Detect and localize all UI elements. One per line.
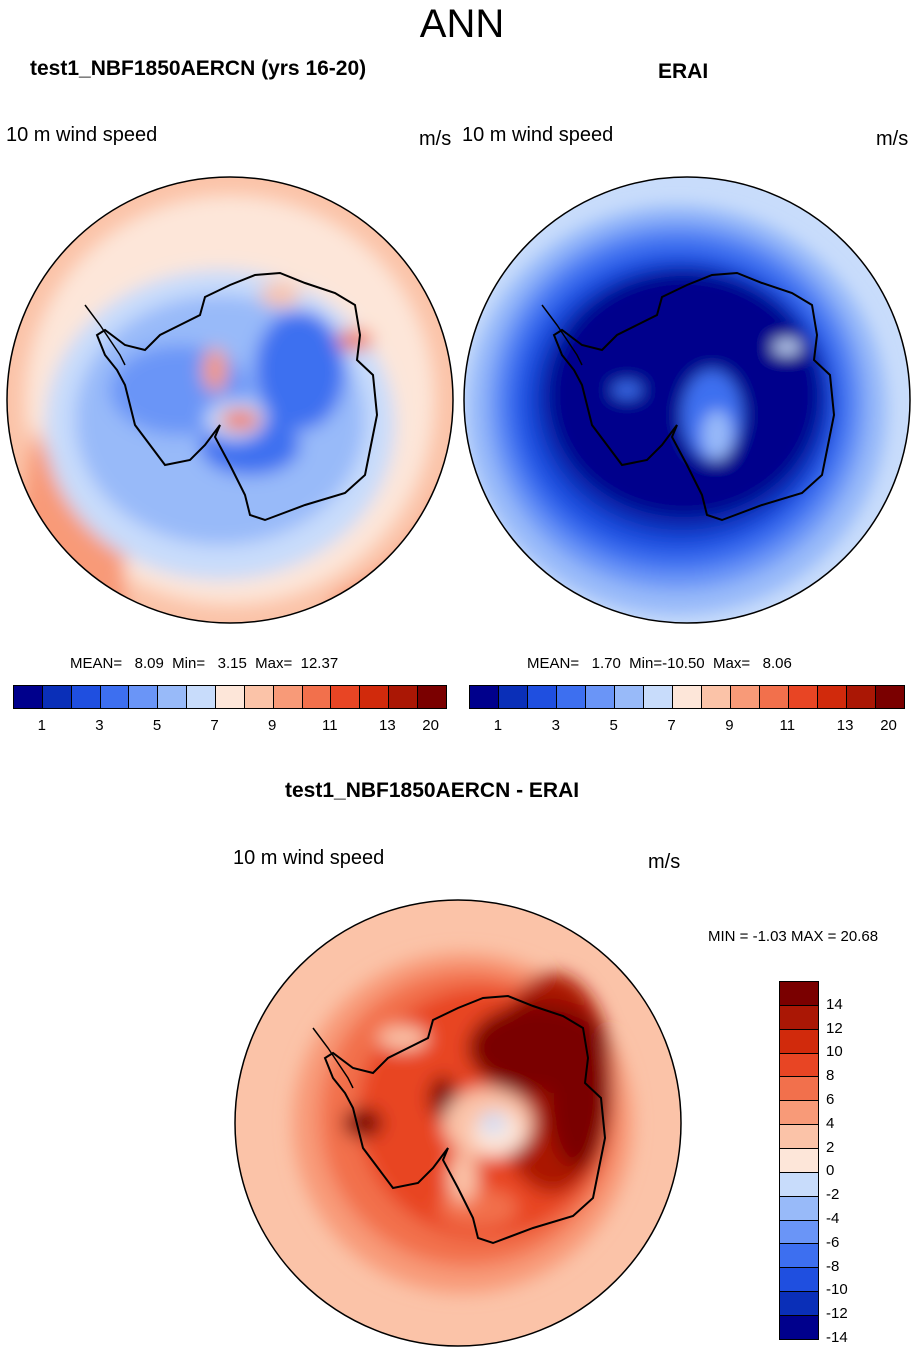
colorbar-segment: [760, 686, 789, 708]
diff-units-label: m/s: [648, 851, 681, 873]
colorbar-segment: [499, 686, 528, 708]
colorbar-tick-label: 20: [422, 717, 439, 734]
colorbar-segment: [780, 1005, 818, 1030]
obs-map-border: [463, 176, 911, 624]
obs-panel-title: ERAI: [658, 60, 709, 83]
colorbar-tick-label: 13: [836, 717, 854, 734]
colorbar-segment: [216, 686, 245, 708]
colorbar-segment: [780, 1077, 818, 1102]
obs-units-label: m/s: [876, 128, 909, 150]
colorbar-segment: [42, 686, 72, 708]
colorbar-tick-label: -6: [826, 1233, 840, 1251]
colorbar-tick-label: 9: [725, 717, 734, 734]
colorbar-tick-label: -4: [826, 1210, 840, 1227]
colorbar-segment: [780, 1244, 818, 1269]
colorbar-segment: [100, 686, 130, 708]
obs-variable-label: 10 m wind speed: [462, 124, 614, 146]
colorbar-segment: [302, 686, 332, 708]
model-map-border: [6, 176, 454, 624]
colorbar-segment: [187, 686, 217, 708]
colorbar-tick-label: 1: [493, 717, 503, 734]
colorbar-tick-label: 5: [609, 717, 618, 734]
colorbar-tick-label: -2: [826, 1186, 840, 1204]
obs-colorbar: [469, 685, 905, 709]
colorbar-tick-label: 4: [826, 1114, 835, 1132]
colorbar-segment: [586, 686, 615, 708]
model-variable-label: 10 m wind speed: [6, 124, 158, 146]
figure-title: ANN: [419, 2, 505, 46]
colorbar-segment: [780, 1101, 818, 1126]
colorbar-tick-label: 0: [826, 1162, 835, 1180]
colorbar-segment: [470, 686, 499, 708]
model-panel-title: test1_NBF1850AERCN (yrs 16-20): [30, 57, 367, 80]
colorbar-segment: [644, 686, 673, 708]
colorbar-segment: [780, 1149, 818, 1173]
colorbar-segment: [702, 686, 731, 708]
colorbar-segment: [780, 1125, 818, 1150]
colorbar-segment: [71, 686, 101, 708]
colorbar-tick-label: 7: [210, 717, 219, 734]
colorbar-tick-label: -8: [826, 1257, 840, 1275]
colorbar-segment: [389, 686, 419, 708]
colorbar-segment: [780, 1292, 818, 1317]
colorbar-segment: [360, 686, 390, 708]
colorbar-segment: [129, 686, 159, 708]
colorbar-tick-label: 11: [779, 717, 796, 734]
colorbar-segment: [331, 686, 361, 708]
diff-colorbar: [779, 981, 819, 1340]
colorbar-segment: [780, 1220, 818, 1245]
colorbar-tick-label: -14: [826, 1329, 848, 1346]
colorbar-segment: [780, 1053, 818, 1078]
colorbar-segment: [528, 686, 557, 708]
colorbar-tick-label: 13: [379, 717, 396, 734]
colorbar-tick-label: 10: [826, 1043, 843, 1061]
colorbar-segment: [273, 686, 303, 708]
colorbar-tick-label: 9: [268, 717, 277, 734]
colorbar-segment: [876, 686, 904, 708]
colorbar-segment: [780, 982, 818, 1006]
colorbar-tick-label: 11: [322, 717, 338, 734]
colorbar-segment: [14, 686, 43, 708]
colorbar-tick-label: 5: [152, 717, 162, 734]
obs-stats: MEAN= 1.70 Min=-10.50 Max= 8.06: [527, 655, 792, 672]
colorbar-segment: [615, 686, 644, 708]
diff-variable-label: 10 m wind speed: [233, 847, 385, 869]
diff-panel-title: test1_NBF1850AERCN - ERAI: [285, 779, 580, 802]
colorbar-tick-label: 8: [826, 1067, 835, 1085]
model-polar-map: [6, 176, 454, 624]
colorbar-tick-label: 3: [551, 717, 560, 734]
model-units-label: m/s: [419, 128, 452, 150]
colorbar-segment: [418, 686, 446, 708]
colorbar-segment: [780, 1196, 818, 1221]
colorbar-tick-label: 20: [880, 717, 897, 734]
colorbar-segment: [731, 686, 760, 708]
colorbar-tick-label: -10: [826, 1281, 848, 1299]
colorbar-segment: [158, 686, 188, 708]
model-colorbar: [13, 685, 447, 709]
colorbar-segment: [818, 686, 847, 708]
colorbar-tick-label: 1: [37, 717, 46, 734]
colorbar-segment: [789, 686, 818, 708]
colorbar-tick-label: 3: [95, 717, 104, 734]
colorbar-segment: [780, 1029, 818, 1054]
colorbar-segment: [847, 686, 876, 708]
colorbar-tick-label: 14: [826, 995, 843, 1013]
colorbar-segment: [780, 1172, 818, 1197]
colorbar-tick-label: 7: [667, 717, 676, 734]
diff-min-max: MIN = -1.03 MAX = 20.68: [708, 928, 879, 945]
colorbar-tick-label: 2: [826, 1138, 835, 1156]
colorbar-segment: [780, 1316, 818, 1339]
diff-polar-map: [234, 899, 682, 1347]
colorbar-tick-label: 6: [826, 1091, 835, 1108]
model-stats: MEAN= 8.09 Min= 3.15 Max= 12.37: [70, 655, 339, 672]
colorbar-segment: [780, 1268, 818, 1293]
colorbar-tick-label: -12: [826, 1305, 848, 1323]
diff-map-border: [234, 899, 682, 1347]
colorbar-segment: [557, 686, 586, 708]
colorbar-segment: [673, 686, 702, 708]
colorbar-tick-label: 12: [826, 1019, 843, 1037]
obs-polar-map: [463, 176, 911, 624]
colorbar-segment: [244, 686, 274, 708]
